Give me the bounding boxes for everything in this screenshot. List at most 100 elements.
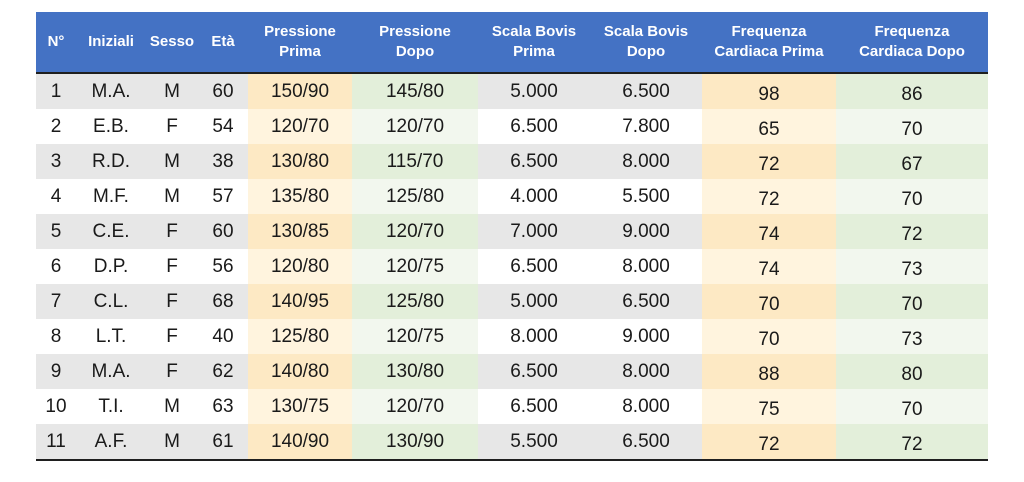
cell-bovis-after: 6.500 [590,284,702,319]
cell-age: 38 [198,144,248,179]
cell-age: 68 [198,284,248,319]
cell-heart-rate-before: 72 [702,144,836,179]
cell-initials: E.B. [76,109,146,144]
header-heart-rate-after: Frequenza Cardiaca Dopo [859,23,965,60]
cell-number: 1 [36,74,76,109]
header-pressure-after: Pressione Dopo [379,23,451,60]
table-row: 10 T.I. M 63 130/75 120/70 6.500 8.000 75 70 [36,389,988,424]
cell-pressure-after: 125/80 [352,284,478,319]
cell-heart-rate-before: 65 [702,109,836,144]
cell-age: 57 [198,179,248,214]
table-row: 1 M.A. M 60 150/90 145/80 5.000 6.500 98 86 [36,74,988,109]
header-pressure-before: Pressione Prima [264,23,336,60]
cell-initials: M.A. [76,74,146,109]
cell-number: 9 [36,354,76,389]
cell-bovis-before: 5.000 [478,74,590,109]
cell-bovis-before: 6.500 [478,144,590,179]
cell-age: 56 [198,249,248,284]
table-header-row: N° Iniziali Sesso Età Pressione Prima Pr… [36,12,988,74]
cell-number: 10 [36,389,76,424]
table-row: 6 D.P. F 56 120/80 120/75 6.500 8.000 74 73 [36,249,988,284]
cell-sex: M [146,74,198,109]
cell-sex: F [146,319,198,354]
cell-bovis-before: 5.000 [478,284,590,319]
cell-age: 60 [198,74,248,109]
cell-number: 7 [36,284,76,319]
header-heart-rate-before: Frequenza Cardiaca Prima [714,23,824,60]
cell-initials: C.E. [76,214,146,249]
header-age: Età [211,33,235,50]
cell-initials: A.F. [76,424,146,459]
cell-heart-rate-before: 74 [702,214,836,249]
cell-pressure-before: 140/90 [248,424,352,459]
patient-data-table: N° Iniziali Sesso Età Pressione Prima Pr… [36,12,988,461]
cell-pressure-after: 130/90 [352,424,478,459]
cell-bovis-after: 7.800 [590,109,702,144]
cell-pressure-after: 120/70 [352,389,478,424]
cell-number: 6 [36,249,76,284]
cell-age: 62 [198,354,248,389]
cell-pressure-after: 120/75 [352,249,478,284]
cell-heart-rate-after: 70 [836,179,988,214]
cell-bovis-before: 7.000 [478,214,590,249]
cell-pressure-after: 120/75 [352,319,478,354]
cell-bovis-before: 4.000 [478,179,590,214]
table-body: 1 M.A. M 60 150/90 145/80 5.000 6.500 98 86 2 E.B. F… [36,74,988,459]
header-bovis-after: Scala Bovis Dopo [603,23,689,60]
cell-bovis-after: 9.000 [590,319,702,354]
cell-pressure-before: 125/80 [248,319,352,354]
cell-heart-rate-before: 88 [702,354,836,389]
cell-bovis-before: 5.500 [478,424,590,459]
table-row: 11 A.F. M 61 140/90 130/90 5.500 6.500 72 72 [36,424,988,459]
cell-pressure-after: 125/80 [352,179,478,214]
cell-bovis-after: 5.500 [590,179,702,214]
cell-number: 11 [36,424,76,459]
cell-bovis-after: 8.000 [590,144,702,179]
cell-sex: F [146,284,198,319]
cell-age: 60 [198,214,248,249]
table-row: 9 M.A. F 62 140/80 130/80 6.500 8.000 88 80 [36,354,988,389]
cell-heart-rate-after: 80 [836,354,988,389]
table-row: 3 R.D. M 38 130/80 115/70 6.500 8.000 72 67 [36,144,988,179]
cell-pressure-after: 120/70 [352,109,478,144]
cell-sex: M [146,424,198,459]
cell-age: 40 [198,319,248,354]
cell-pressure-after: 115/70 [352,144,478,179]
cell-initials: T.I. [76,389,146,424]
cell-number: 2 [36,109,76,144]
cell-number: 8 [36,319,76,354]
cell-age: 61 [198,424,248,459]
cell-pressure-before: 140/95 [248,284,352,319]
cell-heart-rate-before: 75 [702,389,836,424]
cell-sex: F [146,214,198,249]
cell-pressure-after: 145/80 [352,74,478,109]
cell-pressure-before: 120/70 [248,109,352,144]
cell-heart-rate-before: 98 [702,74,836,109]
cell-heart-rate-before: 74 [702,249,836,284]
cell-number: 5 [36,214,76,249]
cell-heart-rate-after: 70 [836,389,988,424]
cell-heart-rate-after: 70 [836,284,988,319]
cell-pressure-before: 140/80 [248,354,352,389]
table-row: 2 E.B. F 54 120/70 120/70 6.500 7.800 65 70 [36,109,988,144]
cell-number: 4 [36,179,76,214]
cell-pressure-after: 120/70 [352,214,478,249]
cell-heart-rate-after: 72 [836,214,988,249]
cell-bovis-after: 9.000 [590,214,702,249]
cell-bovis-after: 6.500 [590,74,702,109]
cell-heart-rate-before: 72 [702,179,836,214]
cell-age: 63 [198,389,248,424]
cell-sex: F [146,354,198,389]
cell-bovis-before: 6.500 [478,249,590,284]
cell-heart-rate-after: 73 [836,319,988,354]
cell-heart-rate-after: 73 [836,249,988,284]
cell-heart-rate-before: 70 [702,319,836,354]
cell-heart-rate-after: 86 [836,74,988,109]
cell-heart-rate-after: 72 [836,424,988,459]
header-number: N° [47,33,65,50]
cell-pressure-before: 120/80 [248,249,352,284]
cell-pressure-before: 135/80 [248,179,352,214]
cell-initials: D.P. [76,249,146,284]
cell-number: 3 [36,144,76,179]
header-sex: Sesso [149,33,195,50]
